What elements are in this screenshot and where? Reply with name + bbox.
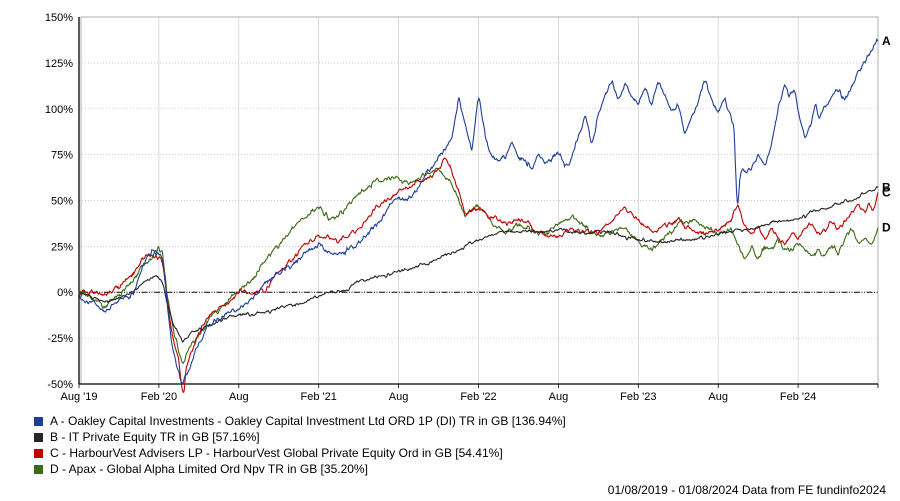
svg-text:50%: 50%: [51, 196, 73, 208]
svg-text:100%: 100%: [45, 104, 73, 116]
svg-text:A: A: [882, 34, 891, 48]
svg-text:Aug: Aug: [708, 391, 728, 403]
svg-text:Feb '20: Feb '20: [141, 391, 177, 403]
svg-text:Aug: Aug: [389, 391, 409, 403]
svg-text:0%: 0%: [57, 287, 73, 299]
svg-text:Aug: Aug: [549, 391, 569, 403]
svg-text:C: C: [882, 185, 891, 199]
svg-text:75%: 75%: [51, 150, 73, 162]
svg-text:Feb '23: Feb '23: [620, 391, 656, 403]
svg-text:25%: 25%: [51, 241, 73, 253]
svg-text:-25%: -25%: [47, 333, 73, 345]
svg-text:Aug '19: Aug '19: [61, 391, 98, 403]
svg-text:Aug: Aug: [229, 391, 249, 403]
svg-text:Feb '21: Feb '21: [301, 391, 337, 403]
svg-text:150%: 150%: [45, 12, 73, 24]
svg-text:D: D: [882, 221, 891, 235]
svg-text:Feb '24: Feb '24: [780, 391, 816, 403]
svg-text:125%: 125%: [45, 58, 73, 70]
svg-text:-50%: -50%: [47, 379, 73, 391]
svg-text:Feb '22: Feb '22: [460, 391, 496, 403]
